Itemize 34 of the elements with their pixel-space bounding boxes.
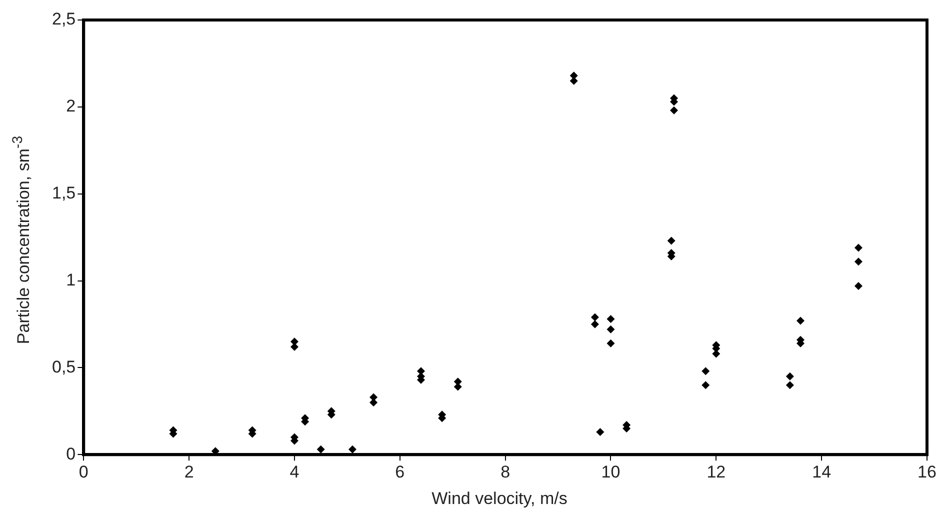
x-tick-label: 8	[500, 462, 510, 482]
x-tick-label: 2	[184, 462, 194, 482]
x-tick-label: 14	[812, 462, 832, 482]
point	[796, 316, 804, 325]
point	[606, 339, 615, 348]
point	[606, 325, 615, 334]
point	[854, 244, 862, 252]
y-tick-label: 2	[66, 96, 76, 116]
point	[702, 367, 710, 376]
point	[702, 381, 710, 390]
point	[670, 106, 678, 114]
x-axis-title: Wind velocity, m/s	[430, 489, 568, 509]
point	[316, 445, 325, 454]
point	[667, 236, 676, 245]
x-tick-label: 10	[601, 462, 620, 482]
point	[596, 428, 604, 436]
x-tick-label: 12	[706, 462, 726, 482]
point	[606, 315, 615, 324]
point	[348, 445, 356, 454]
x-tick-label: 4	[290, 462, 300, 482]
y-tick-label: 1,5	[52, 184, 76, 203]
x-tick-label: 16	[918, 462, 936, 482]
y-tick-label: 0	[66, 444, 76, 464]
x-tick-label: 0	[78, 462, 88, 482]
x-tick-label: 6	[395, 462, 405, 482]
y-tick-label: 1	[66, 270, 76, 290]
point	[590, 320, 599, 328]
y-tick-label: 0,5	[52, 357, 76, 376]
y-tick-label: 2,5	[52, 10, 76, 29]
point	[590, 313, 599, 322]
point	[786, 372, 794, 380]
point	[854, 258, 862, 266]
point	[854, 282, 862, 290]
point	[786, 381, 794, 390]
